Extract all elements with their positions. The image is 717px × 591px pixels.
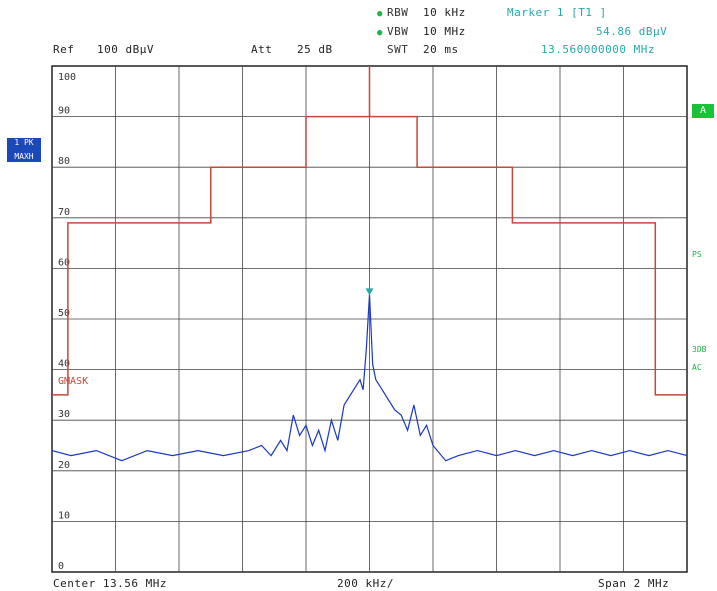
marker-title: Marker 1 [T1 ] bbox=[507, 6, 607, 19]
ref-value: 100 dBµV bbox=[97, 43, 154, 56]
y-tick-label: 60 bbox=[58, 257, 70, 268]
trace-a-indicator: A bbox=[692, 104, 714, 118]
y-tick-label: 40 bbox=[58, 359, 70, 370]
y-tick-label: 70 bbox=[58, 207, 70, 218]
3db-indicator: 3DB bbox=[692, 345, 707, 354]
swt-label: SWT bbox=[387, 43, 409, 56]
limit-mask-line bbox=[52, 66, 687, 396]
vbw-label: VBW bbox=[387, 25, 409, 38]
rbw-label: RBW bbox=[387, 6, 409, 19]
swt-value: 20 ms bbox=[423, 43, 459, 56]
rbw-value: 10 kHz bbox=[423, 6, 466, 19]
ref-label: Ref bbox=[53, 43, 75, 56]
att-label: Att bbox=[251, 43, 273, 56]
trace-mode-badge: 1 PK MAXH bbox=[7, 138, 41, 162]
mask-label: GMASK bbox=[58, 376, 88, 387]
center-frequency: Center 13.56 MHz bbox=[53, 577, 167, 590]
att-value: 25 dB bbox=[297, 43, 333, 56]
trace-mode-line-2: MAXH bbox=[14, 152, 34, 161]
marker-1-triangle bbox=[365, 288, 374, 296]
trace-mode-line-1: 1 PK bbox=[14, 138, 34, 147]
y-tick-label: 50 bbox=[58, 308, 70, 319]
ps-indicator: PS bbox=[692, 250, 702, 259]
spectrum-trace-line bbox=[51, 294, 688, 462]
span-value: Span 2 MHz bbox=[598, 577, 670, 590]
marker-frequency: 13.560000000 MHz bbox=[541, 43, 655, 56]
ac-indicator: AC bbox=[692, 363, 702, 372]
y-tick-label: 20 bbox=[58, 460, 70, 471]
y-tick-label: 0 bbox=[58, 561, 64, 572]
y-tick-label: 30 bbox=[58, 409, 70, 420]
vbw-value: 10 MHz bbox=[423, 25, 466, 38]
grid bbox=[51, 65, 688, 573]
vbw-indicator-dot: ● bbox=[377, 28, 383, 38]
division-width: 200 kHz/ bbox=[337, 577, 394, 590]
rbw-indicator-dot: ● bbox=[377, 9, 383, 19]
y-tick-label: 100 bbox=[58, 72, 76, 83]
y-tick-label: 80 bbox=[58, 156, 70, 167]
marker-level: 54.86 dBµV bbox=[596, 25, 668, 38]
y-tick-label: 90 bbox=[58, 106, 70, 117]
y-tick-label: 10 bbox=[58, 510, 70, 521]
